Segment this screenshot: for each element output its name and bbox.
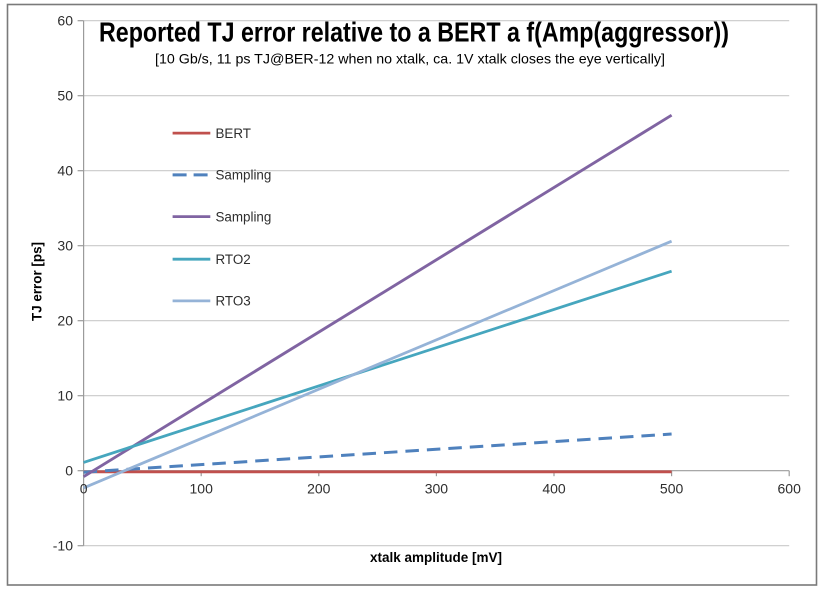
svg-text:0: 0	[65, 463, 73, 479]
svg-text:10: 10	[57, 388, 73, 404]
svg-text:100: 100	[190, 481, 214, 497]
svg-text:300: 300	[425, 481, 449, 497]
svg-text:-10: -10	[53, 538, 73, 554]
svg-text:0: 0	[80, 481, 88, 497]
svg-text:TJ error [ps]: TJ error [ps]	[29, 242, 45, 321]
svg-text:RTO3: RTO3	[216, 294, 251, 309]
svg-text:BERT: BERT	[216, 126, 251, 141]
svg-text:xtalk amplitude [mV]: xtalk amplitude [mV]	[370, 549, 502, 565]
svg-text:RTO2: RTO2	[216, 252, 251, 267]
svg-text:400: 400	[542, 481, 566, 497]
svg-text:[10 Gb/s, 11 ps TJ@BER-12 when: [10 Gb/s, 11 ps TJ@BER-12 when no xtalk,…	[155, 51, 665, 67]
svg-text:600: 600	[778, 481, 802, 497]
svg-text:30: 30	[57, 238, 73, 254]
svg-text:20: 20	[57, 313, 73, 329]
svg-text:50: 50	[57, 88, 73, 104]
svg-text:40: 40	[57, 163, 73, 179]
svg-text:500: 500	[660, 481, 684, 497]
svg-text:60: 60	[57, 13, 73, 29]
svg-text:200: 200	[307, 481, 331, 497]
svg-text:Sampling: Sampling	[216, 168, 272, 183]
svg-text:Sampling: Sampling	[216, 209, 272, 224]
svg-text:Reported TJ error relative to: Reported TJ error relative to a BERT a f…	[99, 17, 729, 48]
